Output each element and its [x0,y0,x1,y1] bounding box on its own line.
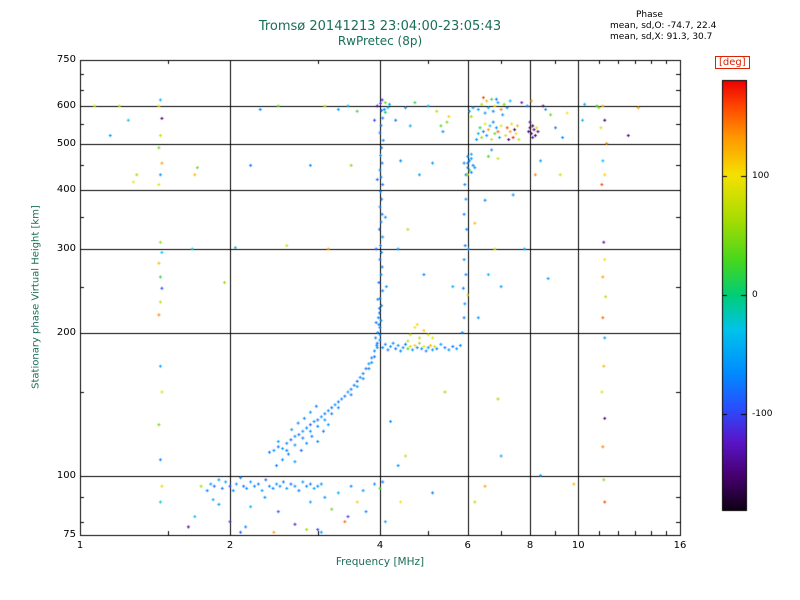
plot-title: Tromsø 20141213 23:04:00-23:05:43 [258,19,502,34]
x-tick-label: 8 [526,540,534,551]
y-tick-label: 500 [56,137,76,149]
colorbar-tick-label: 0 [752,290,758,300]
y-tick-label: 300 [56,243,76,255]
legend-line-x-mode: mean, sd,X: 91.3, 30.7 [610,32,713,42]
colorbar-tick-label: -100 [752,409,773,420]
legend-line-o-mode: mean, sd,O: -74.7, 22.4 [610,21,717,31]
y-tick-label: 100 [56,469,76,481]
y-axis-label: Stationary phase Virtual Height [km] [30,205,42,389]
x-tick-label: 16 [673,540,687,551]
y-tick-label: 400 [56,183,76,195]
x-tick-label: 4 [376,540,384,551]
legend-heading: Phase [636,10,663,20]
plot-subtitle: RwPretec (8p) [337,34,423,48]
x-tick-label: 10 [571,540,585,551]
x-axis-label: Frequency [MHz] [335,556,425,568]
phase-stats-legend: Phase mean, sd,O: -74.7, 22.4 mean, sd,X… [610,10,750,43]
y-tick-label: 200 [56,326,76,338]
colorbar-unit-label: [deg] [715,56,750,69]
y-tick-label: 750 [56,54,76,65]
x-tick-label: 6 [464,540,471,551]
colorbar-tick-label: 100 [752,170,770,181]
y-tick-label: 600 [56,100,76,112]
x-tick-label: 1 [76,540,84,551]
y-tick-label: 75 [63,529,76,540]
x-tick-label: 2 [226,540,234,551]
